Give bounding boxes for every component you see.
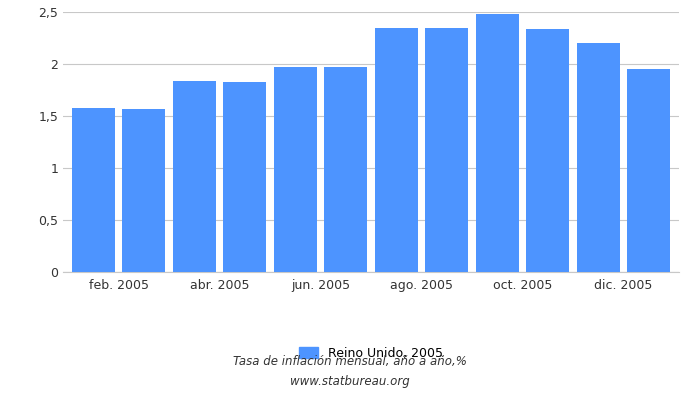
Bar	[72, 108, 115, 272]
Bar	[374, 28, 418, 272]
Bar	[274, 67, 316, 272]
Bar	[223, 82, 266, 272]
Bar	[577, 43, 620, 272]
Bar	[627, 69, 670, 272]
Bar	[122, 109, 165, 272]
Bar	[426, 28, 468, 272]
Legend: Reino Unido, 2005: Reino Unido, 2005	[294, 342, 448, 364]
Text: www.statbureau.org: www.statbureau.org	[290, 376, 410, 388]
Bar	[476, 14, 519, 272]
Bar	[173, 81, 216, 272]
Bar	[526, 29, 569, 272]
Bar	[324, 67, 368, 272]
Text: Tasa de inflación mensual, año a año,%: Tasa de inflación mensual, año a año,%	[233, 356, 467, 368]
